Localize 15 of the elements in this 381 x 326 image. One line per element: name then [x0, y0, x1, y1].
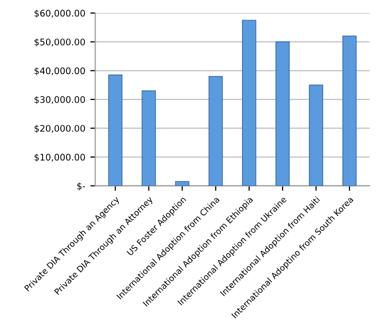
bar: [275, 41, 290, 186]
bar: [142, 90, 156, 186]
bar: [208, 76, 223, 186]
bar: [342, 36, 357, 186]
y-tick-label: $20,000.00: [34, 124, 85, 133]
y-tick-label: $50,000.00: [34, 38, 85, 47]
y-tick-label: $60,000.00: [34, 10, 85, 18]
y-tick-label: $30,000.00: [34, 96, 85, 104]
y-tick-label: $40,000.00: [34, 67, 85, 76]
y-tick-label: $10,000.00: [34, 154, 85, 162]
bar: [108, 74, 122, 186]
bar: [308, 84, 324, 186]
bar: [175, 181, 190, 186]
bar: [242, 20, 256, 186]
y-tick-label: $-: [77, 182, 86, 191]
